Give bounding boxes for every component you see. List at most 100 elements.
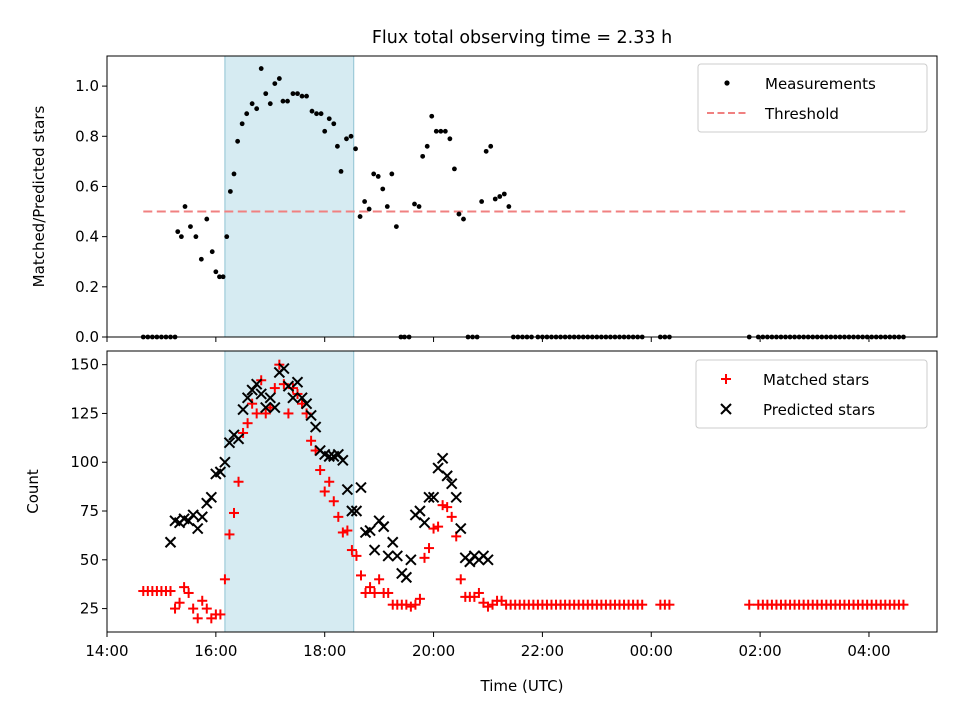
plot-frame — [106, 350, 938, 633]
measurement-point — [438, 128, 444, 134]
predicted-star-point — [260, 401, 272, 414]
predicted-star-point — [391, 550, 403, 562]
x-tick-label: 02:00 — [738, 642, 781, 660]
predicted-star-point — [219, 456, 231, 468]
measurement-point — [290, 91, 296, 97]
measurement-point — [267, 101, 273, 107]
measurement-point — [272, 81, 278, 86]
predicted-star-point — [346, 505, 358, 517]
legend-label-matched: Matched stars — [763, 371, 869, 389]
matched-star-point — [170, 603, 181, 614]
matched-star-point — [242, 418, 253, 429]
predicted-star-point — [455, 522, 467, 535]
predicted-star-point — [423, 491, 435, 504]
matched-star-point — [183, 587, 194, 598]
matched-star-point — [424, 543, 435, 554]
matched-star-point — [269, 383, 280, 394]
legend-label-threshold: Threshold — [764, 105, 839, 123]
measurement-point — [276, 76, 282, 81]
predicted-star-point — [382, 550, 394, 562]
measurement-point — [506, 204, 512, 209]
x-tick-label: 00:00 — [630, 642, 673, 660]
measurement-point — [483, 148, 489, 154]
y-axis-ticks: 25 50 75 100 125 150 — [70, 356, 107, 618]
measurement-point — [295, 91, 300, 97]
y-tick-label: 0.6 — [75, 177, 99, 195]
matched-star-point — [351, 550, 362, 561]
y-tick-label: 125 — [70, 404, 99, 422]
matched-star-point — [664, 599, 675, 610]
matched-star-point — [405, 601, 416, 612]
matched-star-point — [410, 599, 421, 610]
measurement-point — [371, 171, 377, 177]
measurement-point — [254, 106, 260, 112]
measurement-point — [375, 174, 381, 179]
plot-frame — [106, 55, 938, 338]
measurement-point — [217, 274, 222, 280]
predicted-star-point — [436, 452, 449, 465]
matched-star-point — [637, 599, 648, 610]
matched-star-point — [224, 529, 235, 540]
matched-star-point — [251, 408, 262, 419]
predicted-star-point — [223, 437, 236, 449]
predicted-star-point — [427, 491, 440, 504]
x-tick-label: 20:00 — [412, 642, 455, 660]
predicted-star-point — [192, 522, 204, 535]
y-axis-ticks: 0.0 0.2 0.4 0.6 0.8 1.0 — [75, 77, 107, 346]
y-tick-label: 150 — [70, 356, 99, 374]
measurement-point — [452, 166, 457, 172]
predicted-star-point — [368, 544, 381, 556]
matched-star-point — [355, 570, 366, 581]
legend-box — [697, 63, 928, 133]
count-panel: 25 50 75 100 125 150 14:00 16:00 18:00 20:00 22:0… — [24, 350, 938, 695]
measurement-point — [357, 214, 363, 219]
measurement-point — [227, 189, 233, 194]
measurement-point — [239, 121, 245, 127]
matched-star-point — [328, 496, 339, 507]
predicted-star-point — [441, 470, 453, 482]
predicted-star-point — [164, 536, 177, 548]
measurement-point — [224, 234, 230, 240]
measurement-point — [380, 186, 386, 192]
matched-star-point — [442, 502, 453, 513]
matched-star-point — [228, 507, 239, 518]
predicted-star-point — [264, 392, 276, 404]
predicted-star-point — [387, 536, 399, 548]
legend-label-predicted: Predicted stars — [763, 401, 875, 419]
matched-star-point — [306, 435, 317, 446]
legend-label-measurements: Measurements — [765, 75, 876, 93]
measurement-point — [416, 204, 422, 209]
measurement-point — [258, 66, 264, 71]
x-axis-label: Time (UTC) — [480, 677, 564, 695]
predicted-star-point — [300, 397, 313, 410]
measurement-point — [249, 101, 255, 107]
measurement-point — [209, 249, 215, 255]
matched-star-point — [188, 603, 199, 614]
matched-star-point — [437, 500, 448, 511]
measurement-point — [304, 93, 309, 99]
predicted-star-point — [355, 481, 367, 494]
matched-star-point — [433, 521, 444, 532]
predicted-star-point — [405, 554, 417, 566]
measurement-point — [344, 136, 349, 142]
measurement-point — [353, 146, 358, 152]
predicted-star-point — [414, 505, 426, 517]
predicted-star-point — [400, 571, 413, 584]
x-tick-label: 22:00 — [521, 642, 564, 660]
measurement-point — [366, 206, 372, 212]
measurement-point — [461, 216, 466, 222]
measurement-point — [326, 116, 332, 122]
matched-star-point — [319, 486, 330, 497]
matched-star-point — [365, 582, 376, 593]
measurement-point — [178, 234, 184, 240]
matched-stars-points — [138, 359, 909, 624]
predicted-star-point — [278, 362, 290, 375]
highlight-span — [224, 55, 355, 338]
measurement-point — [479, 199, 485, 204]
predicted-star-point — [232, 433, 245, 445]
matched-star-point — [238, 427, 249, 438]
measurement-point — [280, 98, 286, 104]
chart-title: Flux total observing time = 2.33 h — [372, 28, 672, 48]
measurement-point — [488, 143, 494, 149]
matched-star-point — [346, 545, 357, 556]
